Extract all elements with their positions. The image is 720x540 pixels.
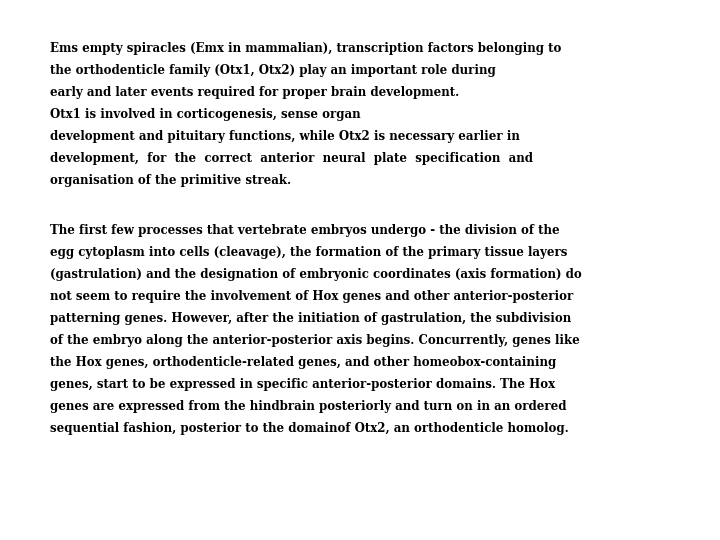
Text: development,  for  the  correct  anterior  neural  plate  specification  and: development, for the correct anterior ne…: [50, 152, 533, 165]
Text: genes are expressed from the hindbrain posteriorly and turn on in an ordered: genes are expressed from the hindbrain p…: [50, 400, 567, 413]
Text: egg cytoplasm into cells (cleavage), the formation of the primary tissue layers: egg cytoplasm into cells (cleavage), the…: [50, 246, 567, 259]
Text: Otx1 is involved in corticogenesis, sense organ: Otx1 is involved in corticogenesis, sens…: [50, 108, 361, 121]
Text: The first few processes that vertebrate embryos undergo - the division of the: The first few processes that vertebrate …: [50, 224, 559, 237]
Text: development and pituitary functions, while Otx2 is necessary earlier in: development and pituitary functions, whi…: [50, 130, 520, 143]
Text: the orthodenticle family (Otx1, Otx2) play an important role during: the orthodenticle family (Otx1, Otx2) pl…: [50, 64, 496, 77]
Text: genes, start to be expressed in specific anterior-posterior domains. The Hox: genes, start to be expressed in specific…: [50, 378, 555, 391]
Text: the Hox genes, orthodenticle-related genes, and other homeobox-containing: the Hox genes, orthodenticle-related gen…: [50, 356, 557, 369]
Text: of the embryo along the anterior-posterior axis begins. Concurrently, genes like: of the embryo along the anterior-posteri…: [50, 334, 580, 347]
Text: early and later events required for proper brain development.: early and later events required for prop…: [50, 86, 459, 99]
Text: organisation of the primitive streak.: organisation of the primitive streak.: [50, 174, 291, 187]
Text: (gastrulation) and the designation of embryonic coordinates (axis formation) do: (gastrulation) and the designation of em…: [50, 268, 582, 281]
Text: sequential fashion, posterior to the domainof Otx2, an orthodenticle homolog.: sequential fashion, posterior to the dom…: [50, 422, 569, 435]
Text: Ems empty spiracles (Emx in mammalian), transcription factors belonging to: Ems empty spiracles (Emx in mammalian), …: [50, 42, 562, 55]
Text: patterning genes. However, after the initiation of gastrulation, the subdivision: patterning genes. However, after the ini…: [50, 312, 571, 325]
Text: not seem to require the involvement of Hox genes and other anterior-posterior: not seem to require the involvement of H…: [50, 290, 573, 303]
